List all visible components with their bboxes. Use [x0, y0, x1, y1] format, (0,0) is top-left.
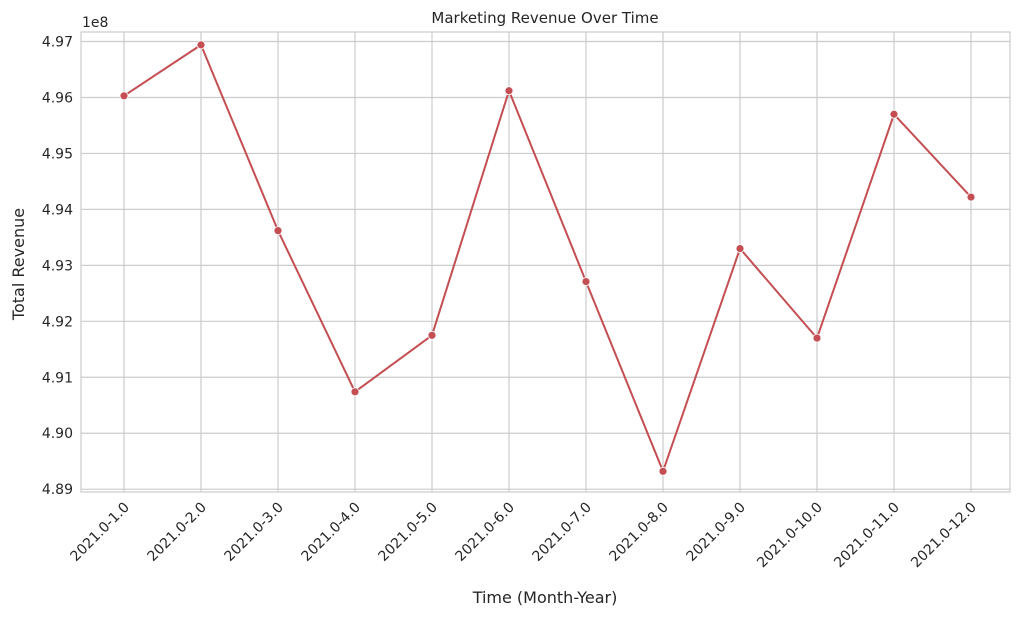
- x-tick-label: 2021.0-4.0: [299, 500, 364, 565]
- x-tick-label: 2021.0-11.0: [831, 500, 903, 572]
- data-point: [812, 333, 822, 343]
- x-tick-label: 2021.0-2.0: [145, 500, 210, 565]
- data-point: [735, 244, 745, 253]
- x-tick-label: 2021.0-7.0: [530, 500, 595, 565]
- data-point: [658, 466, 668, 476]
- y-axis-label: Total Revenue: [9, 208, 28, 321]
- x-tick-label: 2021.0-1.0: [68, 500, 133, 565]
- data-point: [581, 277, 591, 286]
- y-tick-label: 4.95: [42, 146, 73, 162]
- x-tick-label: 2021.0-5.0: [376, 500, 441, 565]
- x-axis: 2021.0-1.0 2021.0-2.0 2021.0-3.0 2021.0-4.0…: [68, 500, 980, 572]
- series-line: [123, 43, 972, 473]
- y-tick-label: 4.93: [42, 258, 73, 274]
- x-axis-label: Time (Month-Year): [472, 588, 618, 607]
- data-point: [427, 330, 437, 340]
- y-tick-label: 4.91: [42, 370, 73, 386]
- y-tick-label: 4.94: [42, 202, 73, 218]
- data-point: [350, 387, 360, 397]
- data-point: [889, 109, 899, 119]
- chart-title: Marketing Revenue Over Time: [431, 9, 658, 27]
- y-tick-label: 4.90: [42, 426, 73, 442]
- plot-area: [80, 31, 1011, 493]
- data-point: [119, 91, 129, 101]
- x-tick-label: 2021.0-3.0: [222, 500, 287, 565]
- x-tick-label: 2021.0-8.0: [607, 500, 672, 565]
- data-point: [196, 40, 206, 50]
- y-tick-label: 4.96: [42, 90, 73, 106]
- x-tick-label: 2021.0-9.0: [684, 500, 749, 565]
- plot-frame: [80, 31, 1011, 493]
- data-point: [966, 192, 976, 202]
- y-axis: 4.89 4.90 4.91 4.92 4.93 4.94 4.95 4.96 4.97: [42, 35, 73, 499]
- y-tick-label: 4.97: [42, 35, 73, 51]
- data-point: [273, 226, 283, 236]
- y-offset-label: 1e8: [82, 15, 108, 31]
- x-tick-label: 2021.0-12.0: [908, 500, 980, 572]
- x-tick-label: 2021.0-6.0: [453, 500, 518, 565]
- data-point: [504, 86, 514, 96]
- y-tick-label: 4.92: [42, 314, 73, 330]
- x-tick-label: 2021.0-10.0: [754, 500, 826, 572]
- y-tick-label: 4.89: [42, 482, 73, 498]
